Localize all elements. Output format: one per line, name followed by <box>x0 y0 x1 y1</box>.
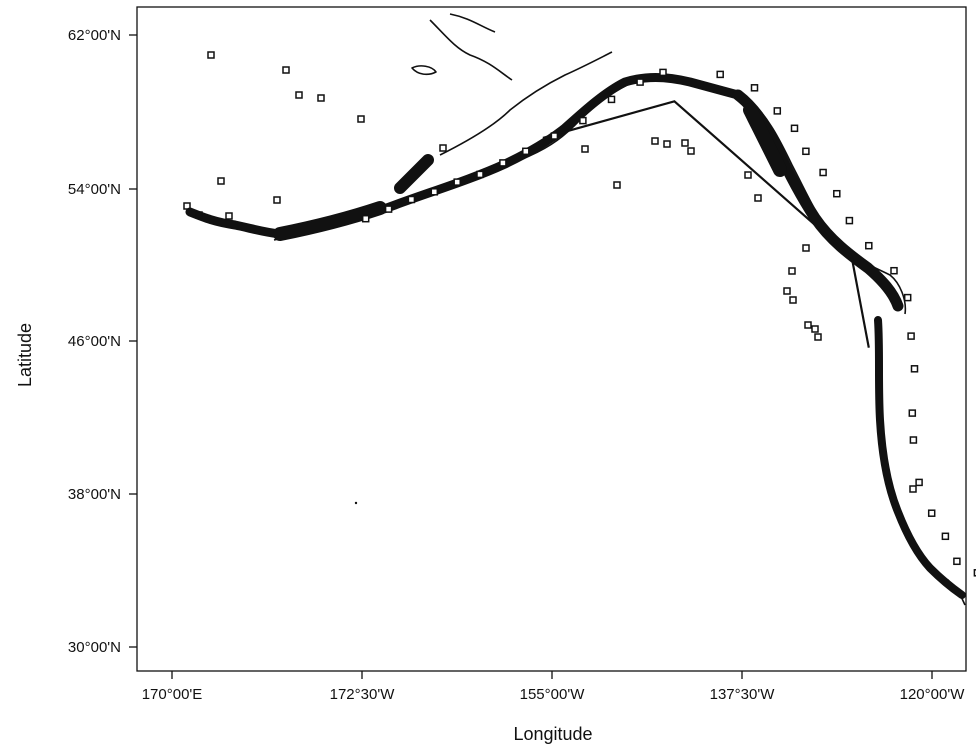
observation-point <box>607 95 616 104</box>
coastline-lake <box>411 65 437 76</box>
observation-points <box>361 68 976 577</box>
coastline-alaska-inland <box>429 13 513 81</box>
observation-point <box>908 409 917 417</box>
outlier-marker <box>195 211 203 219</box>
y-tick-label: 30°00'N <box>68 639 121 656</box>
observation-point <box>384 205 393 213</box>
observation-point <box>903 293 912 302</box>
observation-point <box>907 332 915 340</box>
y-ticks <box>129 34 137 648</box>
x-tick-label: 137°30'W <box>710 686 776 703</box>
boundary-line <box>542 100 870 348</box>
y-tick-label: 38°00'N <box>68 486 121 503</box>
observation-point <box>750 84 759 92</box>
outlier-marker <box>439 144 447 152</box>
observation-point <box>927 509 936 517</box>
observation-point <box>941 532 950 541</box>
outlier-marker <box>581 145 589 153</box>
observation-point <box>802 147 810 156</box>
outlier-markers <box>183 51 917 493</box>
observation-point <box>915 478 923 487</box>
density-west-coast-band <box>874 316 966 599</box>
y-tick-label: 54°00'N <box>68 181 121 198</box>
x-tick-label: 170°00'E <box>142 686 203 703</box>
observation-point <box>910 365 919 373</box>
outlier-marker <box>909 485 917 493</box>
observation-point <box>453 178 461 186</box>
outlier-marker <box>687 147 695 155</box>
observation-point <box>550 132 559 140</box>
observation-point <box>407 195 416 204</box>
outlier-marker <box>804 321 812 329</box>
outlier-marker <box>783 287 791 295</box>
x-ticks <box>171 671 933 679</box>
observation-point <box>819 168 827 177</box>
outlier-marker <box>225 212 233 220</box>
coastline-alaska-north <box>439 51 613 156</box>
outlier-marker <box>317 94 325 102</box>
observation-point <box>361 214 370 223</box>
y-tick-label: 62°00'N <box>68 27 121 44</box>
observation-point <box>865 241 873 250</box>
outlier-marker <box>273 196 281 204</box>
outlier-marker <box>217 177 225 185</box>
y-axis-title: Latitude <box>15 323 35 387</box>
observation-point <box>476 170 484 179</box>
outlier-marker <box>613 181 621 189</box>
outlier-marker <box>744 171 752 179</box>
stray-dot <box>354 501 358 505</box>
observation-point <box>716 70 724 79</box>
x-tick-label: 155°00'W <box>520 686 586 703</box>
outlier-marker <box>789 296 797 304</box>
observation-point <box>659 68 667 77</box>
outlier-marker <box>295 91 303 99</box>
observation-point <box>522 147 530 156</box>
density-aleutian-band <box>185 73 743 239</box>
plot-frame <box>136 6 967 672</box>
observation-point <box>499 159 507 167</box>
observation-point <box>890 266 898 275</box>
observation-point <box>579 116 587 125</box>
observation-point <box>909 436 918 444</box>
observation-point <box>636 78 644 86</box>
observation-point <box>833 189 841 198</box>
outlier-marker <box>183 202 191 210</box>
density-kodiak-cluster <box>394 154 434 194</box>
outlier-marker <box>811 325 819 333</box>
outlier-marker <box>814 333 822 341</box>
outlier-marker <box>357 115 365 123</box>
outlier-marker <box>651 137 659 145</box>
outlier-marker <box>802 244 810 252</box>
density-bc-cluster <box>743 103 787 177</box>
observation-point <box>953 557 961 566</box>
x-axis-title: Longitude <box>513 724 592 744</box>
observation-point <box>790 124 799 133</box>
outlier-marker <box>282 66 290 74</box>
observation-density <box>185 73 966 599</box>
outlier-marker <box>788 267 796 275</box>
observation-point <box>973 569 976 577</box>
observation-point <box>773 107 782 115</box>
outlier-marker <box>754 194 762 202</box>
observation-point <box>430 188 439 196</box>
outlier-marker <box>663 140 671 148</box>
observation-point <box>845 216 854 225</box>
y-tick-label: 46°00'N <box>68 333 121 350</box>
outlier-marker <box>681 139 689 147</box>
x-tick-label: 120°00'W <box>900 686 966 703</box>
outlier-marker <box>207 51 215 59</box>
density-aleutian-thick <box>273 201 387 241</box>
x-tick-label: 172°30'W <box>330 686 396 703</box>
